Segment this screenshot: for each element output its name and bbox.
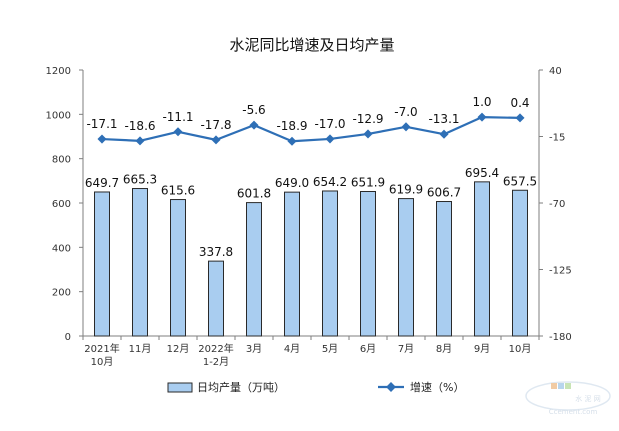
x-tick-label: 4月 [284, 343, 300, 355]
watermark-text: 水 泥 网 [575, 394, 600, 403]
bar [322, 190, 338, 337]
bar-data-label: 651.9 [351, 175, 385, 189]
bar [512, 189, 528, 337]
legend: 日均产量（万吨） 增速（%） [167, 380, 464, 394]
bar [436, 201, 452, 337]
watermark-square-2 [558, 383, 564, 389]
right-y-tick-label: -70 [549, 199, 565, 210]
bar-data-labels: 649.7 665.3 615.6 337.8 601.8 649.0 654.2 651.9… [85, 166, 537, 259]
legend-label-line: 增速（%） [410, 380, 464, 394]
x-axis-labels: 2021年 10月 11月 12月 2022年 1-2月 3月 4月 5月 6月 7月 8月 9月 10月 [82, 336, 540, 368]
right-y-axis: -180 -125 -70 -15 40 [539, 66, 572, 343]
line-point [363, 129, 373, 139]
bar-data-label: 665.3 [123, 173, 157, 187]
bar [398, 198, 414, 337]
bar [208, 260, 224, 337]
watermark-subtext: Ccement.com [549, 408, 598, 416]
left-y-tick-label: 400 [52, 243, 71, 254]
bar-series [94, 181, 528, 337]
bar-data-label: 606.7 [427, 186, 461, 200]
bar-data-label: 649.7 [85, 176, 119, 190]
right-y-tick-label: 40 [549, 66, 562, 77]
bar-data-label: 695.4 [465, 166, 499, 180]
bar-data-label: 649.0 [275, 176, 309, 190]
growth-line [101, 116, 521, 143]
left-y-tick-label: 1000 [46, 110, 71, 121]
bar-data-label: 657.5 [503, 174, 537, 188]
line-data-label: 1.0 [472, 95, 491, 109]
bar [94, 191, 110, 337]
watermark-square-3 [565, 383, 571, 389]
chart-title: 水泥同比增速及日均产量 [229, 36, 394, 54]
x-tick-label: 6月 [360, 343, 376, 355]
line-data-label: -13.1 [428, 112, 459, 126]
bar-data-label: 615.6 [161, 184, 195, 198]
bar-data-label: 337.8 [199, 245, 233, 259]
x-tick-label: 8月 [436, 343, 452, 355]
legend-label-bar: 日均产量（万吨） [197, 380, 285, 394]
left-y-tick-label: 600 [52, 199, 71, 210]
bar [132, 188, 148, 337]
left-y-axis: 0 200 400 600 800 1000 1200 [46, 66, 83, 343]
line-point [135, 136, 145, 146]
legend-marker [386, 382, 396, 392]
line-data-label: -12.9 [352, 112, 383, 126]
line-data-label: -17.8 [200, 118, 231, 132]
line-point [249, 120, 259, 130]
line-point [211, 135, 221, 145]
x-tick-label: 2021年 10月 [84, 342, 119, 368]
bar [284, 191, 300, 337]
x-tick-label: 7月 [398, 343, 414, 355]
bar [474, 181, 490, 337]
watermark-square-1 [551, 383, 557, 389]
line-data-label: -11.1 [162, 110, 193, 124]
line-data-label: -18.6 [124, 119, 155, 133]
bar-data-label: 654.2 [313, 175, 347, 189]
line-point [287, 136, 297, 146]
watermark-ring [525, 381, 611, 411]
line-point [325, 134, 335, 144]
left-y-tick-label: 800 [52, 155, 71, 166]
right-y-tick-label: -180 [549, 332, 572, 343]
x-tick-label: 9月 [474, 343, 490, 355]
bar [170, 199, 186, 337]
line-data-label: -17.1 [86, 117, 117, 131]
bar-data-label: 619.9 [389, 183, 423, 197]
bar [360, 190, 376, 337]
line-point [477, 112, 487, 122]
legend-item-bar: 日均产量（万吨） [167, 380, 285, 394]
bar-data-label: 601.8 [237, 187, 271, 201]
line-data-label: -7.0 [394, 105, 417, 119]
right-y-tick-label: -125 [549, 266, 572, 277]
axes [82, 70, 540, 337]
x-tick-label: 2022年 1-2月 [198, 342, 233, 368]
line-point [173, 127, 183, 137]
line-point [515, 113, 525, 123]
line-point [401, 122, 411, 132]
line-data-labels: -17.1 -18.6-11.1-17.8-5.6-18.9 -17.0 -12.9-… [86, 95, 529, 133]
line-point [439, 129, 449, 139]
left-y-tick-label: 200 [52, 288, 71, 299]
line-data-label: 0.4 [510, 96, 529, 110]
line-data-label: -5.6 [242, 103, 265, 117]
line-point [97, 134, 107, 144]
left-y-tick-label: 0 [65, 332, 71, 343]
x-tick-label: 3月 [246, 343, 262, 355]
x-tick-label: 12月 [167, 343, 190, 355]
watermark-logo: 水 泥 网 Ccement.com [525, 381, 611, 416]
right-y-tick-label: -15 [549, 133, 565, 144]
line-data-label: -17.0 [314, 117, 345, 131]
left-y-tick-label: 1200 [46, 66, 71, 77]
legend-item-line: 增速（%） [378, 380, 464, 394]
x-tick-label: 10月 [509, 343, 532, 355]
x-tick-label: 5月 [322, 343, 338, 355]
bar [246, 202, 262, 337]
legend-swatch-bar [167, 382, 193, 393]
x-tick-label: 11月 [129, 343, 152, 355]
line-data-label: -18.9 [276, 119, 307, 133]
